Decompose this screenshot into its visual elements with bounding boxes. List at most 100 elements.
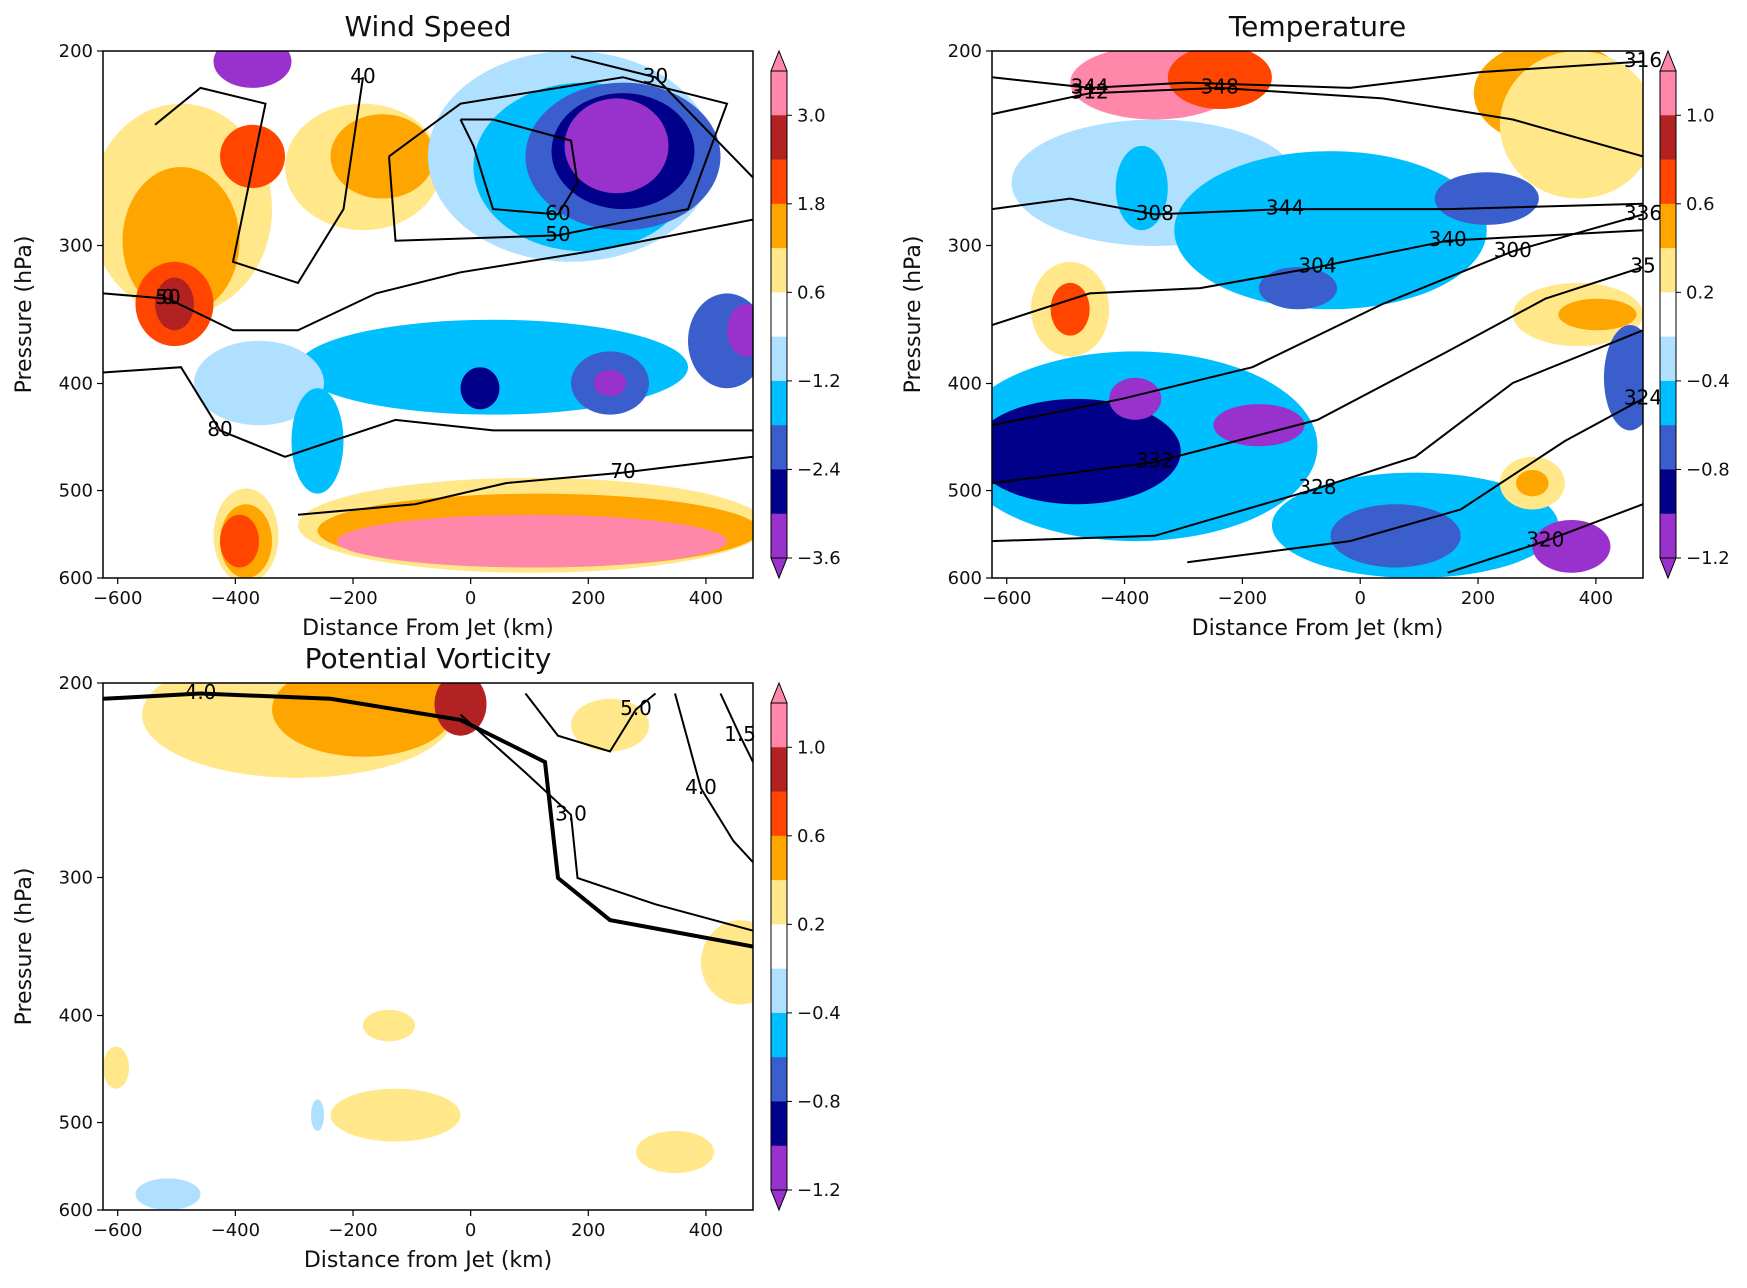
x-tick-label: −600: [93, 588, 142, 609]
contour-label: 4.0: [185, 680, 217, 704]
colorbar-segment: [1660, 380, 1676, 426]
x-tick-label: 400: [1579, 588, 1613, 609]
colorbar-extend-top: [770, 49, 788, 72]
colorbar-segment: [771, 1101, 787, 1147]
colorbar-segment: [771, 924, 787, 970]
contour-line: [992, 266, 1643, 485]
contour-label: 50: [155, 285, 180, 309]
field-region: [460, 367, 500, 410]
colorbar-tick-label: 1.0: [1686, 105, 1715, 126]
colorbar-tick-label: −2.4: [797, 459, 841, 480]
y-tick-label: 300: [948, 236, 982, 257]
field-region: [1532, 520, 1611, 573]
y-tick-label: 300: [59, 236, 93, 257]
colorbar-segment: [1660, 203, 1676, 249]
x-tick-label: 0: [465, 1220, 476, 1241]
y-tick-label: 400: [59, 1006, 93, 1027]
contour-label: 304: [1298, 254, 1336, 278]
contour-label: 40: [350, 64, 375, 88]
contour-line: [674, 693, 753, 863]
colorbar-tick-label: 1.8: [797, 194, 826, 215]
contour-label: 50: [545, 222, 570, 246]
y-tick-label: 600: [59, 568, 93, 589]
field-region: [701, 920, 753, 1005]
contour-line: [103, 366, 753, 458]
colorbar-segment: [771, 292, 787, 338]
x-tick-label: 200: [1461, 588, 1495, 609]
field-region: [1050, 282, 1090, 336]
field-region: [330, 1088, 461, 1142]
colorbar-segment: [771, 1145, 787, 1191]
field-region: [103, 1046, 129, 1089]
y-tick-label: 600: [948, 568, 982, 589]
contour-line: [388, 76, 729, 242]
colorbar-extend-bottom: [1659, 557, 1677, 580]
contour-label: 0: [162, 285, 175, 309]
colorbar-segment: [771, 835, 787, 881]
contour-line: [719, 693, 753, 763]
field-region: [688, 293, 753, 389]
colorbar-tick-label: −1.2: [797, 1180, 841, 1201]
colorbar-segment: [771, 469, 787, 515]
contour-label: 340: [1429, 227, 1467, 251]
colorbar-segment: [771, 791, 787, 837]
colorbar-segment: [771, 159, 787, 205]
colorbar-frame: [770, 702, 788, 1191]
contour-line: [1447, 503, 1643, 574]
field-region: [1258, 267, 1338, 310]
contour-line: [992, 229, 1643, 326]
colorbar-segment: [771, 203, 787, 249]
colorbar-tick-label: −1.2: [797, 371, 841, 392]
y-tick-label: 400: [948, 373, 982, 394]
colorbar-segment: [771, 968, 787, 1014]
contour-label: 348: [1201, 74, 1239, 98]
field-region: [135, 1178, 201, 1210]
y-tick-label: 300: [59, 868, 93, 889]
x-tick-label: 0: [1354, 588, 1365, 609]
colorbar-segment: [1660, 71, 1676, 116]
contour-label: 30: [643, 64, 668, 88]
contour-lines: [103, 55, 753, 516]
colorbar-segment: [771, 703, 787, 748]
colorbar-segment: [771, 425, 787, 470]
contour-line: [154, 77, 364, 285]
field-region: [1109, 377, 1162, 420]
x-tick-label: −200: [1218, 588, 1267, 609]
field-region: [363, 1009, 415, 1042]
panel-title: Wind Speed: [344, 10, 511, 43]
contour-lines: [992, 60, 1643, 574]
field-region: [593, 369, 627, 397]
x-tick-label: 400: [689, 1220, 723, 1241]
contour-label: 1.5: [724, 722, 756, 746]
colorbar: 1.0 0.6 0.2 −0.4 −0.8 −1.2: [1659, 49, 1730, 580]
y-tick-label: 500: [948, 481, 982, 502]
contour-line: [570, 55, 753, 179]
field-region: [1434, 172, 1539, 225]
contour-label: 70: [610, 459, 635, 483]
colorbar-extend-top: [770, 681, 788, 704]
field-region: [155, 277, 194, 331]
x-axis-label: Distance From Jet (km): [1192, 616, 1444, 641]
colorbar-tick-label: −0.4: [1686, 371, 1730, 392]
colorbar-extend-top: [1659, 49, 1677, 72]
field-region: [220, 124, 285, 189]
x-axis-label: Distance from Jet (km): [304, 1248, 552, 1273]
field-region: [1516, 469, 1549, 497]
y-tick-label: 500: [59, 481, 93, 502]
field-region: [1174, 151, 1487, 310]
colorbar-tick-label: 0.6: [797, 826, 826, 847]
plot-frame: [102, 50, 754, 579]
y-tick-label: 200: [59, 673, 93, 694]
panel-title: Temperature: [1228, 10, 1406, 43]
contour-lines: [103, 691, 753, 949]
field-region: [1213, 404, 1305, 447]
contour-label: 344: [1266, 196, 1304, 220]
field-region: [564, 98, 669, 194]
colorbar-segment: [771, 380, 787, 426]
contour-label: 320: [1526, 528, 1564, 552]
y-tick-label: 200: [948, 41, 982, 62]
contour-line: [103, 691, 753, 949]
temperature-panel: 344 3483443403363323283243203163123083043…: [901, 10, 1730, 641]
colorbar: 3.0 1.8 0.6 −1.2 −2.4 −3.6: [770, 49, 841, 580]
colorbar: 1.0 0.6 0.2 −0.4 −0.8 −1.2: [770, 681, 841, 1212]
